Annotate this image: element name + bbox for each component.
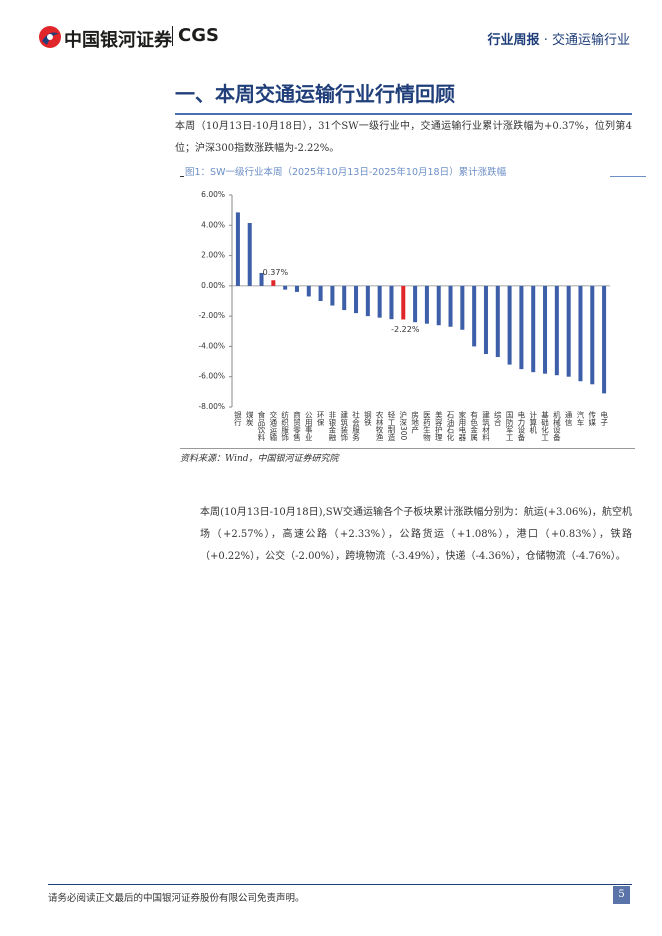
x-tick-label: 医药生物: [422, 411, 431, 443]
x-tick-label: 交通运输: [269, 410, 278, 443]
page-number: 5: [613, 886, 630, 904]
x-tick-label: 传媒: [588, 410, 597, 428]
x-tick-label: 基础化工: [540, 410, 549, 442]
bar: [590, 285, 595, 385]
bar: [401, 285, 406, 320]
chart: -8.00% -6.00% -4.00% -2.00% 0.00% 2.00% 4.00% 6…: [198, 190, 610, 443]
bar: [578, 285, 583, 382]
x-tick-label: 家用电器: [458, 410, 467, 443]
bar: [507, 285, 512, 365]
x-tick-label: 房地产: [410, 410, 419, 435]
y-tick-label: 2.00%: [201, 251, 225, 260]
x-tick-label: 非银金融: [328, 410, 337, 443]
bar: [531, 285, 536, 373]
bar: [566, 285, 571, 377]
x-tick-label: 公用事业: [304, 411, 313, 441]
x-tick-label: 食品饮料: [257, 410, 266, 443]
figure-caption: 图1：SW一级行业本周（2025年10月13日-2025年10月18日）累计涨跌…: [185, 167, 507, 178]
y-tick-label: -2.00%: [198, 311, 225, 320]
x-tick-label: 环保: [316, 411, 325, 428]
bar: [354, 285, 359, 314]
bar: [342, 285, 347, 311]
separator: ·: [543, 33, 548, 48]
bar: [271, 280, 276, 286]
bar: [472, 285, 477, 347]
x-tick-label: 计算机: [528, 410, 537, 435]
logo-text: 中国银河证券: [64, 30, 172, 51]
bar: [413, 285, 418, 323]
rule: [48, 884, 632, 885]
y-tick-label: 6.00%: [201, 190, 225, 199]
x-tick-label: 石油石化: [446, 411, 455, 443]
bar: [519, 285, 524, 370]
bar: [495, 285, 500, 358]
x-tick-label: 煤炭: [245, 410, 254, 428]
paragraph: 本周(10月13日-10月18日),SW交通运输各个子板块累计涨跌幅分别为：航运…: [200, 507, 632, 562]
bar: [235, 212, 240, 286]
y-tick-label: 4.00%: [201, 220, 225, 229]
report-type: 行业周报: [487, 33, 540, 48]
bar: [602, 285, 607, 394]
bar: [389, 285, 394, 320]
paragraph: 本周（10月13日-10月18日），31个SW一级行业中，交通运输行业累计涨跌幅…: [175, 121, 632, 154]
header-label: 行业周报 · 交通运输行业: [488, 29, 630, 48]
x-tick-label: 轻工制造: [387, 410, 396, 443]
x-tick-label: 机械设备: [552, 410, 561, 443]
logo-icon: [39, 26, 61, 48]
bar: [330, 285, 335, 306]
bar: [436, 285, 441, 326]
y-tick-label: 0.00%: [201, 281, 225, 290]
x-tick-label: 沪深300: [399, 410, 408, 441]
x-tick-label: 电力设备: [517, 410, 526, 443]
bar: [306, 285, 311, 297]
rule: [610, 176, 646, 177]
x-tick-label: 钢铁: [363, 410, 372, 428]
x-tick-label: 银行: [233, 411, 242, 428]
section-title: 一、本周交通运输行业行情回顾: [175, 78, 632, 115]
bar: [247, 223, 252, 286]
bar: [259, 272, 264, 286]
x-tick-label: 纺织服饰: [280, 410, 289, 443]
industry: 交通运输行业: [551, 33, 630, 48]
x-tick-label: 社会服务: [351, 410, 360, 443]
y-tick-label: -4.00%: [198, 341, 225, 350]
bar: [365, 285, 370, 317]
x-tick-label: 建筑装饰: [339, 410, 348, 443]
x-tick-label: 美容护理: [434, 410, 443, 442]
bar: [318, 285, 323, 301]
x-tick-label: 农林牧渔: [375, 410, 384, 442]
bar: [283, 285, 288, 290]
x-tick-label: 有色金属: [469, 410, 478, 443]
bar: [483, 285, 488, 354]
x-tick-label: 汽车: [576, 410, 585, 428]
bar: [448, 285, 453, 327]
rule: [180, 176, 184, 177]
x-tick-label: 商贸零售: [292, 410, 301, 443]
data-label: 0.37%: [263, 268, 289, 277]
x-tick-label: 综合: [493, 410, 502, 428]
bar: [377, 285, 382, 318]
logo-text: CGS: [172, 26, 219, 46]
y-tick-label: -8.00%: [198, 402, 225, 411]
figure-source: 资料来源：Wind，中国银河证券研究院: [180, 454, 339, 464]
bar: [554, 285, 559, 376]
x-tick-label: 电子: [599, 410, 608, 427]
bar: [424, 285, 429, 324]
y-tick-label: -6.00%: [198, 372, 225, 381]
footer-disclaimer: 请务必阅读正文最后的中国银河证券股份有限公司免责声明。: [48, 893, 305, 904]
bar: [543, 285, 548, 374]
x-tick-label: 建筑材料: [481, 410, 490, 443]
x-tick-label: 通信: [564, 410, 573, 428]
data-label: -2.22%: [391, 325, 420, 334]
x-tick-label: 国防军工: [505, 411, 514, 442]
bar: [460, 285, 465, 330]
bar: [294, 285, 299, 292]
rule: [180, 448, 635, 449]
